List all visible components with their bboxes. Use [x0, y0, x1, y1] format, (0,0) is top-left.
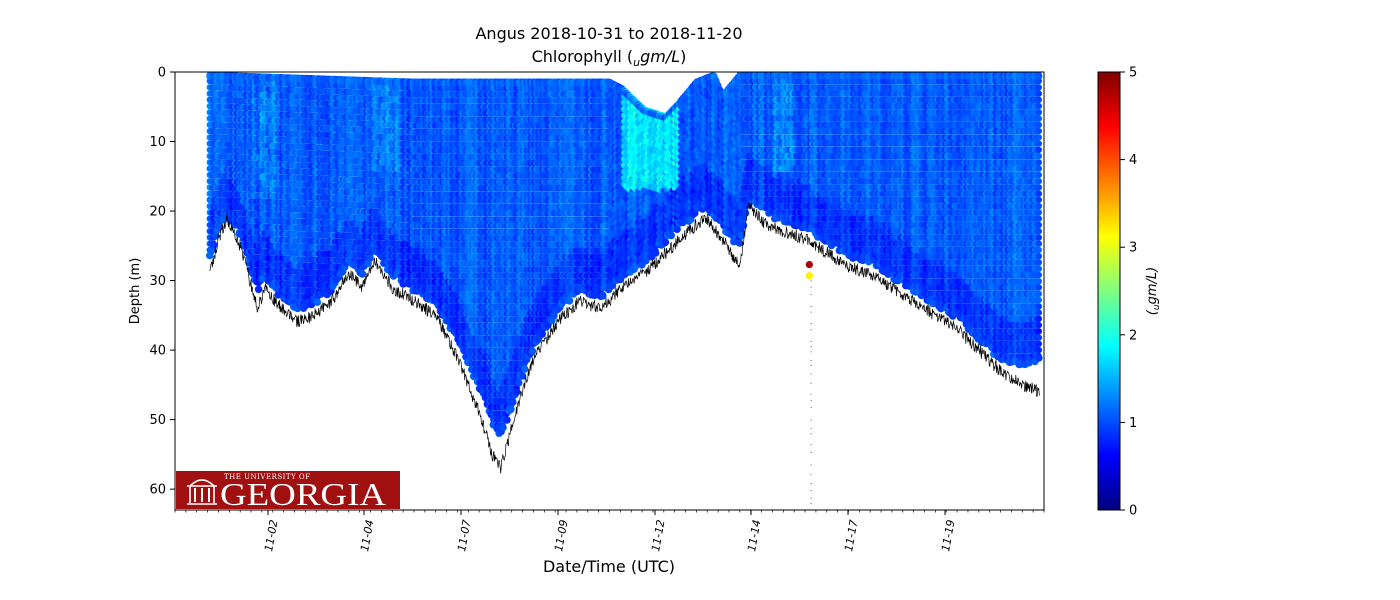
chart-subtitle-close: ) [680, 47, 686, 66]
profile-point [358, 270, 367, 278]
chart-subtitle-unit: gm/L [640, 47, 680, 66]
data-layer [206, 72, 1043, 504]
profile-point [366, 254, 374, 262]
chart-subtitle: Chlorophyll (ugm/L) [532, 47, 687, 69]
chart-subtitle-text: Chlorophyll ( [532, 47, 634, 66]
profile-point [313, 298, 322, 307]
profile-point [254, 285, 263, 294]
chart-subtitle-sub: u [633, 56, 640, 69]
profile-point [209, 241, 218, 249]
chart-title: Angus 2018-10-31 to 2018-11-20 [475, 24, 742, 43]
profile-point [211, 232, 220, 240]
